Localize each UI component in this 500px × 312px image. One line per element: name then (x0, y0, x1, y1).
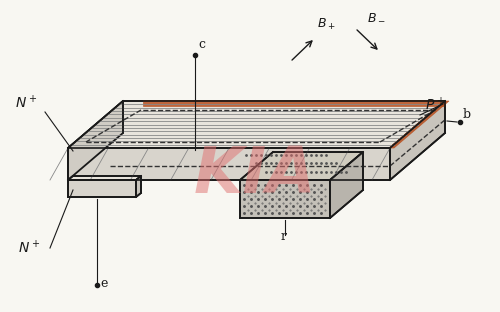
Polygon shape (389, 101, 449, 148)
Polygon shape (143, 100, 445, 106)
Text: e: e (100, 277, 108, 290)
Text: $B_-$: $B_-$ (367, 10, 386, 23)
Polygon shape (68, 101, 445, 148)
Text: $P^+$: $P^+$ (425, 96, 445, 113)
Text: $N^+$: $N^+$ (18, 239, 40, 256)
Polygon shape (136, 176, 141, 197)
Text: b: b (463, 108, 471, 121)
Polygon shape (390, 101, 445, 180)
Polygon shape (330, 152, 363, 218)
Polygon shape (68, 180, 136, 197)
Polygon shape (68, 148, 390, 180)
Polygon shape (240, 152, 363, 180)
Text: $B_+$: $B_+$ (317, 17, 336, 32)
Polygon shape (68, 101, 123, 180)
Text: c: c (198, 38, 205, 51)
Polygon shape (240, 180, 330, 218)
Polygon shape (68, 176, 141, 180)
Text: r: r (281, 230, 287, 243)
Text: KIA: KIA (194, 144, 316, 206)
Text: $N^+$: $N^+$ (15, 94, 37, 111)
